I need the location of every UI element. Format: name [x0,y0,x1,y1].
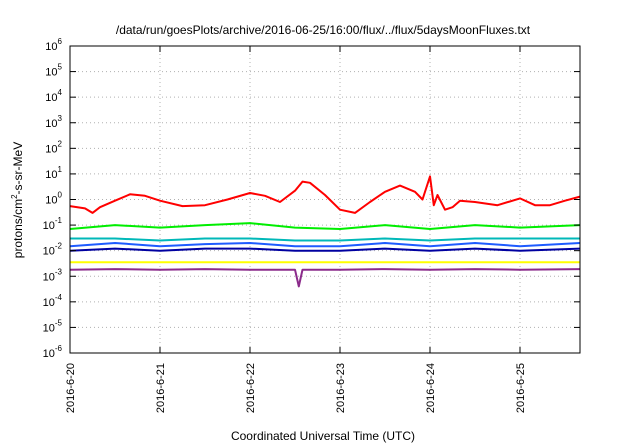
y-tick-label-base: 10 [45,118,57,130]
y-tick-label-exp: 4 [58,88,63,97]
y-tick-label-base: 10 [45,195,57,207]
chart-title: /data/run/goesPlots/archive/2016-06-25/1… [116,23,531,37]
y-tick-label-base: 10 [45,143,57,155]
y-axis-ticks: 10-610-510-410-310-210-11001011021031041… [43,37,580,360]
y-tick-label-exp: -5 [55,318,63,327]
y-tick-label-exp: 6 [58,37,63,46]
y-tick-label-exp: 5 [58,63,63,72]
series-line-3 [70,237,580,242]
x-tick-label: 2016-6-22 [245,363,257,413]
y-tick-label: 106 [45,37,62,53]
y-tick-label: 10-1 [43,216,63,232]
y-tick-label-base: 10 [43,271,55,283]
y-tick-label: 10-2 [43,242,63,258]
y-tick-label-base: 10 [43,246,55,258]
y-tick-label-base: 10 [43,297,55,309]
y-tick-label: 104 [45,88,62,104]
y-tick-label: 103 [45,114,62,130]
y-tick-label: 10-3 [43,267,63,283]
y-tick-label-exp: 1 [58,165,63,174]
y-tick-label: 10-4 [43,293,63,309]
x-axis-label: Coordinated Universal Time (UTC) [231,429,415,443]
y-axis-label-sup: 2 [10,194,19,199]
x-tick-label: 2016-6-23 [335,363,347,413]
y-tick-label-exp: -2 [55,242,63,251]
series-line-2 [69,222,581,230]
y-tick-label-exp: -3 [55,267,63,276]
x-tick-label: 2016-6-25 [515,363,527,413]
x-tick-label: 2016-6-20 [65,363,77,413]
y-tick-label-exp: -4 [55,293,63,302]
series-layer [69,175,581,288]
y-tick-label-base: 10 [45,67,57,79]
series-line-4 [69,242,581,248]
y-tick-label-exp: 0 [58,191,63,200]
y-tick-label-exp: 2 [58,139,63,148]
grid [69,45,580,354]
y-axis-label-suffix: -s-sr-MeV [11,142,25,195]
y-tick-label: 105 [45,63,62,79]
y-axis-label-prefix: protons/cm [11,199,25,258]
series-line-7 [69,268,581,288]
y-tick-label-base: 10 [45,41,57,53]
y-tick-label-exp: 3 [58,114,63,123]
x-tick-label: 2016-6-24 [425,363,437,413]
y-tick-label: 100 [45,191,62,207]
series-line-1 [69,175,581,214]
y-tick-label-base: 10 [45,169,57,181]
y-axis-label: protons/cm2-s-sr-MeV [10,142,25,258]
y-tick-label-exp: -1 [55,216,63,225]
y-tick-label-base: 10 [43,220,55,232]
y-tick-label-base: 10 [45,92,57,104]
y-tick-label: 102 [45,139,62,155]
y-tick-label-base: 10 [43,322,55,334]
series-line-5 [69,247,581,252]
y-tick-label-exp: -6 [55,344,63,353]
y-tick-label: 10-6 [43,344,63,360]
y-tick-label: 10-5 [43,318,63,334]
x-tick-label: 2016-6-21 [155,363,167,413]
y-tick-label-base: 10 [43,348,55,360]
y-tick-label: 101 [45,165,62,181]
x-axis-ticks: 2016-6-20 2016-6-21 2016-6-22 2016-6-23 2016… [65,46,527,413]
